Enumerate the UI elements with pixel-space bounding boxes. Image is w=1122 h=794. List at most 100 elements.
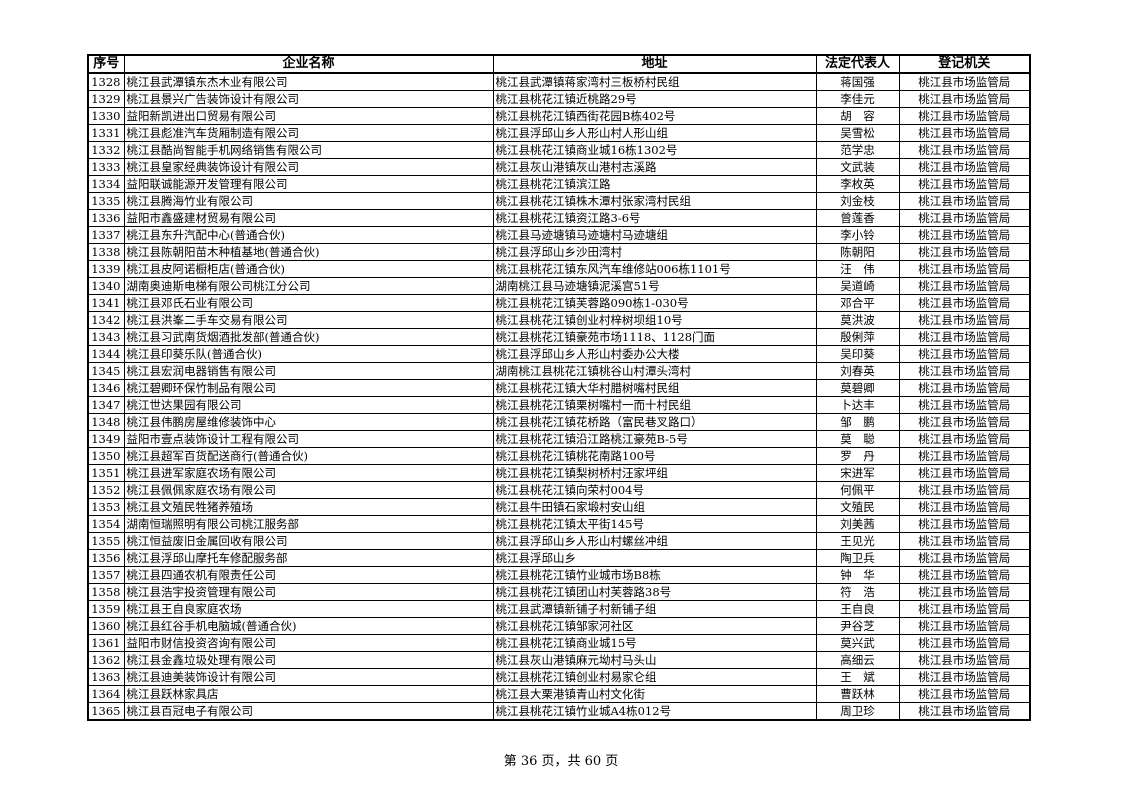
address-cell: 桃江县桃花江镇株木潭村张家湾村民组 [492,192,817,210]
address-cell: 桃江县桃花江镇滨江路 [492,175,817,193]
serial-number-cell: 1335 [87,192,125,210]
company-name-cell: 桃江县金鑫垃圾处理有限公司 [123,651,494,669]
company-name-cell: 桃江县洪峯二手车交易有限公司 [123,311,494,329]
table-row: 1356 桃江县浮邱山摩托车修配服务部 桃江县浮邱山乡 陶卫兵 桃江县市场监管局 [87,549,1031,567]
serial-number-cell: 1356 [87,549,125,567]
registration-authority-cell: 桃江县市场监管局 [898,362,1031,380]
registration-authority-cell: 桃江县市场监管局 [898,90,1031,108]
legal-representative-cell: 范学忠 [815,141,900,159]
serial-number-cell: 1337 [87,226,125,244]
table-row: 1341 桃江县邓氏石业有限公司 桃江县桃花江镇芙蓉路090栋1-030号 邓合平 桃江… [87,294,1031,312]
address-cell: 桃江县桃花江镇太平街145号 [492,515,817,533]
company-name-cell: 桃江县超军百货配送商行(普通合伙) [123,447,494,465]
company-name-cell: 益阳市鑫盛建材贸易有限公司 [123,209,494,227]
address-cell: 桃江县牛田镇石家塅村安山组 [492,498,817,516]
legal-representative-cell: 王 斌 [815,668,900,686]
legal-representative-cell: 高细云 [815,651,900,669]
registration-authority-cell: 桃江县市场监管局 [898,158,1031,176]
serial-number-cell: 1330 [87,107,125,125]
serial-number-cell: 1363 [87,668,125,686]
table-row: 1336 益阳市鑫盛建材贸易有限公司 桃江县桃花江镇资江路3-6号 曾莲香 桃江县市场监… [87,209,1031,227]
address-cell: 桃江县桃花江镇栗树嘴村一而十村民组 [492,396,817,414]
table-row: 1354 湖南恒瑞照明有限公司桃江服务部 桃江县桃花江镇太平街145号 刘美茜 桃江县市… [87,515,1031,533]
company-name-cell: 桃江县百冠电子有限公司 [123,702,494,721]
legal-representative-cell: 符 浩 [815,583,900,601]
table-row: 1337 桃江县东升汽配中心(普通合伙) 桃江县马迹塘镇马迹塘村马迹塘组 李小铃 桃江县… [87,226,1031,244]
table-row: 1347 桃江世达果园有限公司 桃江县桃花江镇栗树嘴村一而十村民组 卜达丰 桃江县市场监… [87,396,1031,414]
company-name-cell: 桃江世达果园有限公司 [123,396,494,414]
serial-number-cell: 1333 [87,158,125,176]
legal-representative-cell: 吴印葵 [815,345,900,363]
company-name-cell: 桃江县四通农机有限责任公司 [123,566,494,584]
legal-representative-cell: 胡 容 [815,107,900,125]
legal-representative-cell: 钟 华 [815,566,900,584]
legal-representative-cell: 陶卫兵 [815,549,900,567]
address-cell: 湖南桃江县桃花江镇桃谷山村潭头湾村 [492,362,817,380]
serial-number-cell: 1346 [87,379,125,397]
registration-authority-cell: 桃江县市场监管局 [898,413,1031,431]
table-body: 1328 桃江县武潭镇东杰木业有限公司 桃江县武潭镇蒋家湾村三板桥村民组 蒋国强 桃江县… [87,72,1031,721]
company-name-cell: 桃江县文殖民牲猪养殖场 [123,498,494,516]
legal-representative-cell: 吴道崎 [815,277,900,295]
company-name-cell: 益阳市壹点装饰设计工程有限公司 [123,430,494,448]
registration-authority-cell: 桃江县市场监管局 [898,124,1031,142]
table-row: 1361 益阳市财信投资咨询有限公司 桃江县桃花江镇商业城15号 莫兴武 桃江县市场监管… [87,634,1031,652]
table-row: 1349 益阳市壹点装饰设计工程有限公司 桃江县桃花江镇沿江路桃江豪苑B-5号莫 聪… [87,430,1031,448]
table-header-row: 序号 企业名称 地址 法定代表人 登记机关 [87,54,1031,74]
company-name-cell: 桃江县习武南货烟酒批发部(普通合伙) [123,328,494,346]
header-legal-representative: 法定代表人 [815,54,900,74]
table-row: 1338 桃江县陈朝阳苗木种植基地(普通合伙) 桃江县浮邱山乡沙田湾村 陈朝阳 桃江县市… [87,243,1031,261]
registration-authority-cell: 桃江县市场监管局 [898,447,1031,465]
registration-authority-cell: 桃江县市场监管局 [898,379,1031,397]
serial-number-cell: 1334 [87,175,125,193]
serial-number-cell: 1349 [87,430,125,448]
legal-representative-cell: 李佳元 [815,90,900,108]
serial-number-cell: 1340 [87,277,125,295]
serial-number-cell: 1358 [87,583,125,601]
table-row: 1348 桃江县伟鹏房屋维修装饰中心 桃江县桃花江镇花桥路（富民巷叉路口）邹 鹏桃江… [87,413,1031,431]
address-cell: 桃江县桃花江镇商业城16栋1302号 [492,141,817,159]
address-cell: 桃江县武潭镇蒋家湾村三板桥村民组 [492,72,817,91]
registration-authority-cell: 桃江县市场监管局 [898,702,1031,721]
legal-representative-cell: 莫 聪 [815,430,900,448]
table-row: 1330 益阳新凯进出口贸易有限公司 桃江县桃花江镇西街花园B栋402号胡 容桃江县… [87,107,1031,125]
company-name-cell: 益阳新凯进出口贸易有限公司 [123,107,494,125]
table-row: 1365 桃江县百冠电子有限公司 桃江县桃花江镇竹业城A4栋012号 周卫珍 桃江县市场… [87,702,1031,721]
legal-representative-cell: 卜达丰 [815,396,900,414]
serial-number-cell: 1365 [87,702,125,721]
table-row: 1331 桃江县彪准汽车货厢制造有限公司 桃江县浮邱山乡人形山村人形山组 吴雪松 桃江县… [87,124,1031,142]
legal-representative-cell: 曾莲香 [815,209,900,227]
legal-representative-cell: 莫洪波 [815,311,900,329]
legal-representative-cell: 曹跃林 [815,685,900,703]
company-name-cell: 桃江县武潭镇东杰木业有限公司 [123,72,494,91]
address-cell: 湖南桃江县马迹塘镇泥溪宫51号 [492,277,817,295]
serial-number-cell: 1352 [87,481,125,499]
legal-representative-cell: 莫碧卿 [815,379,900,397]
serial-number-cell: 1351 [87,464,125,482]
legal-representative-cell: 尹谷芝 [815,617,900,635]
table-row: 1335 桃江县腾海竹业有限公司 桃江县桃花江镇株木潭村张家湾村民组 刘金枝 桃江县市场… [87,192,1031,210]
address-cell: 桃江县桃花江镇桃花南路100号 [492,447,817,465]
table-row: 1340 湖南奥迪斯电梯有限公司桃江分公司 湖南桃江县马迹塘镇泥溪宫51号 吴道崎 桃江… [87,277,1031,295]
table-row: 1343 桃江县习武南货烟酒批发部(普通合伙) 桃江县桃花江镇豪苑市场1118、11… [87,328,1031,346]
address-cell: 桃江县浮邱山乡沙田湾村 [492,243,817,261]
serial-number-cell: 1338 [87,243,125,261]
table-row: 1332 桃江县酷尚智能手机网络销售有限公司 桃江县桃花江镇商业城16栋1302号范… [87,141,1031,159]
legal-representative-cell: 吴雪松 [815,124,900,142]
legal-representative-cell: 陈朝阳 [815,243,900,261]
registration-authority-cell: 桃江县市场监管局 [898,141,1031,159]
company-name-cell: 桃江恒益废旧金属回收有限公司 [123,532,494,550]
company-name-cell: 桃江县红谷手机电脑城(普通合伙) [123,617,494,635]
table-row: 1362 桃江县金鑫垃圾处理有限公司 桃江县灰山港镇麻元坳村马头山 高细云 桃江县市场监… [87,651,1031,669]
registration-authority-cell: 桃江县市场监管局 [898,226,1031,244]
address-cell: 桃江县灰山港镇灰山港村志溪路 [492,158,817,176]
table-row: 1339 桃江县皮阿诺橱柜店(普通合伙) 桃江县桃花江镇东风汽车维修站006栋110… [87,260,1031,278]
registration-authority-cell: 桃江县市场监管局 [898,430,1031,448]
table-row: 1358 桃江县浩宇投资管理有限公司 桃江县桃花江镇团山村芙蓉路38号符 浩桃江县市… [87,583,1031,601]
header-company-name: 企业名称 [123,54,494,74]
legal-representative-cell: 邹 鹏 [815,413,900,431]
legal-representative-cell: 殷俐萍 [815,328,900,346]
serial-number-cell: 1347 [87,396,125,414]
registration-authority-cell: 桃江县市场监管局 [898,260,1031,278]
company-name-cell: 湖南奥迪斯电梯有限公司桃江分公司 [123,277,494,295]
